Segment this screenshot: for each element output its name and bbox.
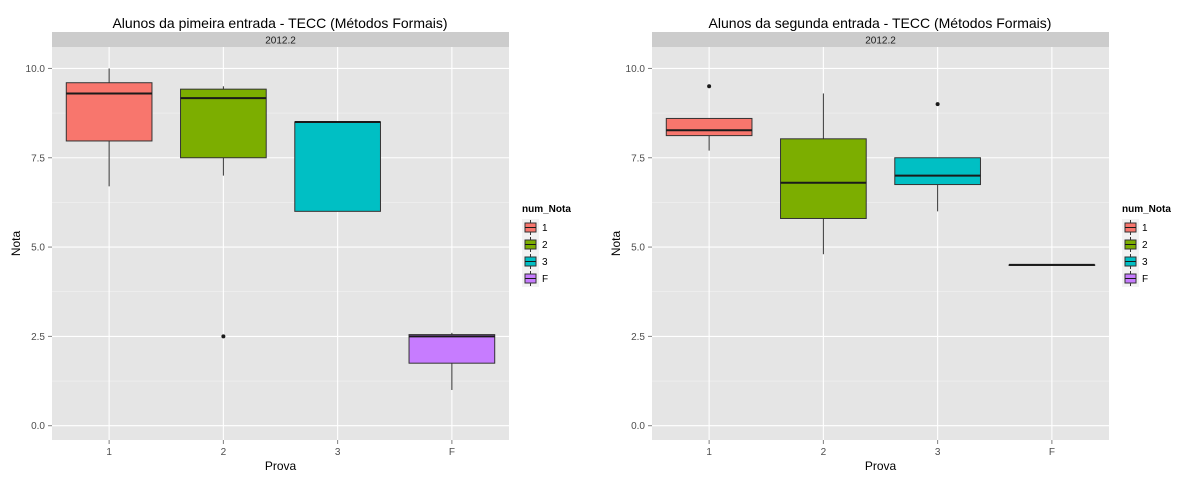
legend-item-2: 2 [522,236,548,253]
box-body [780,138,867,219]
legend-item-label: 2 [1142,240,1148,251]
y-tick-label: 10.0 [26,64,46,75]
legend-item-label: 1 [542,223,548,234]
legend-item-2: 2 [1122,236,1148,253]
y-tick-label: 0.0 [631,421,645,432]
chart-title: Alunos da segunda entrada - TECC (Método… [709,15,1052,31]
x-tick-label: 1 [106,447,112,458]
outlier-point [221,334,226,339]
box-F [1008,263,1096,266]
x-tick-label: 2 [821,447,827,458]
legend: num_Nota 1 2 3 F [522,204,571,287]
facet-strip-label: 2012.2 [865,36,896,47]
y-tick-label: 5.0 [631,243,645,254]
x-axis-title: Prova [265,459,297,473]
box-1 [665,84,753,151]
chart-panel-2: Alunos da segunda entrada - TECC (Método… [609,15,1171,473]
legend-title: num_Nota [1122,204,1171,215]
legend-item-3: 3 [522,253,548,270]
x-tick-label: F [1049,447,1055,458]
y-axis-title: Nota [609,231,623,257]
box-body [65,82,153,142]
legend-item-label: F [1142,274,1148,285]
box-2 [780,93,867,255]
box-1 [65,68,153,187]
outlier-point [707,84,712,89]
box-body [408,334,496,364]
y-tick-label: 5.0 [31,243,45,254]
legend-item-F: F [1122,270,1148,287]
x-tick-label: 2 [221,447,227,458]
legend-item-label: 3 [1142,257,1148,268]
box-body [894,157,981,186]
box-body [294,121,381,212]
legend-item-3: 3 [1122,253,1148,270]
x-tick-label: 1 [706,447,712,458]
box-3 [294,121,381,212]
outlier-point [935,102,940,107]
facet-strip-label: 2012.2 [265,36,296,47]
y-tick-label: 2.5 [631,332,645,343]
plot-panel [652,47,1109,440]
legend-item-label: 1 [1142,223,1148,234]
x-axis-title: Prova [865,459,897,473]
chart-title: Alunos da pimeira entrada - TECC (Método… [112,15,447,31]
x-tick-label: 3 [335,447,341,458]
chart-panel-1: Alunos da pimeira entrada - TECC (Método… [9,15,571,473]
box-F [408,332,496,390]
legend-item-1: 1 [522,219,548,236]
legend-item-label: 2 [542,240,548,251]
y-tick-label: 10.0 [626,64,646,75]
legend-item-F: F [522,270,548,287]
y-axis-title: Nota [9,231,23,257]
x-tick-label: F [449,447,455,458]
legend-title: num_Nota [522,204,571,215]
y-tick-label: 2.5 [31,332,45,343]
box-body [665,117,753,137]
legend-item-label: F [542,274,548,285]
facet-strip [52,32,509,47]
legend-item-1: 1 [1122,219,1148,236]
y-tick-label: 7.5 [31,153,45,164]
box-3 [894,102,981,212]
y-tick-label: 0.0 [31,421,45,432]
y-tick-label: 7.5 [631,153,645,164]
facet-strip [652,32,1109,47]
x-tick-label: 3 [935,447,941,458]
legend-item-label: 3 [542,257,548,268]
box-body [180,88,267,159]
box-2 [180,86,267,339]
legend: num_Nota 1 2 3 F [1122,204,1171,287]
